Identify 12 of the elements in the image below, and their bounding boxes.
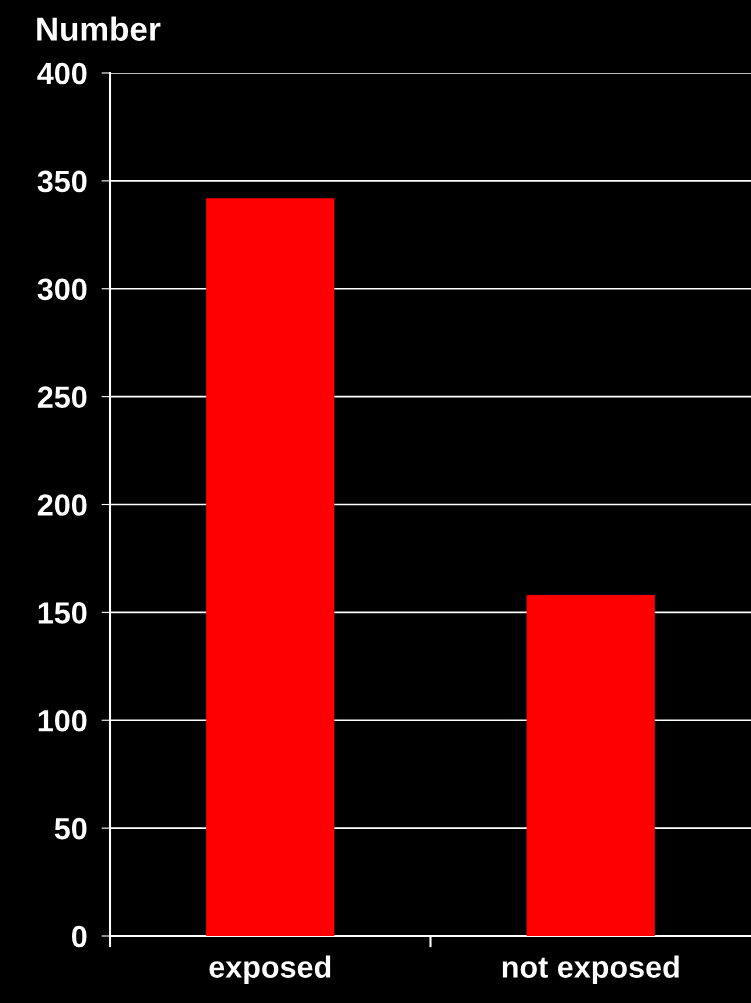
y-tick-label: 350 (37, 170, 87, 193)
y-tick-label: 0 (71, 925, 87, 948)
x-tick-label: not exposed (502, 955, 679, 984)
y-tick-label: 400 (37, 62, 87, 85)
y-tick-label: 200 (37, 494, 87, 516)
y-tick-label: 250 (37, 386, 87, 408)
y-tick-label: 50 (54, 817, 87, 840)
y-tick-label: 100 (38, 709, 87, 732)
y-axis-title: Number (37, 16, 161, 41)
x-tick-label: exposed (209, 955, 331, 984)
y-tick-label: 150 (38, 602, 87, 624)
y-tick-label: 300 (37, 278, 87, 301)
